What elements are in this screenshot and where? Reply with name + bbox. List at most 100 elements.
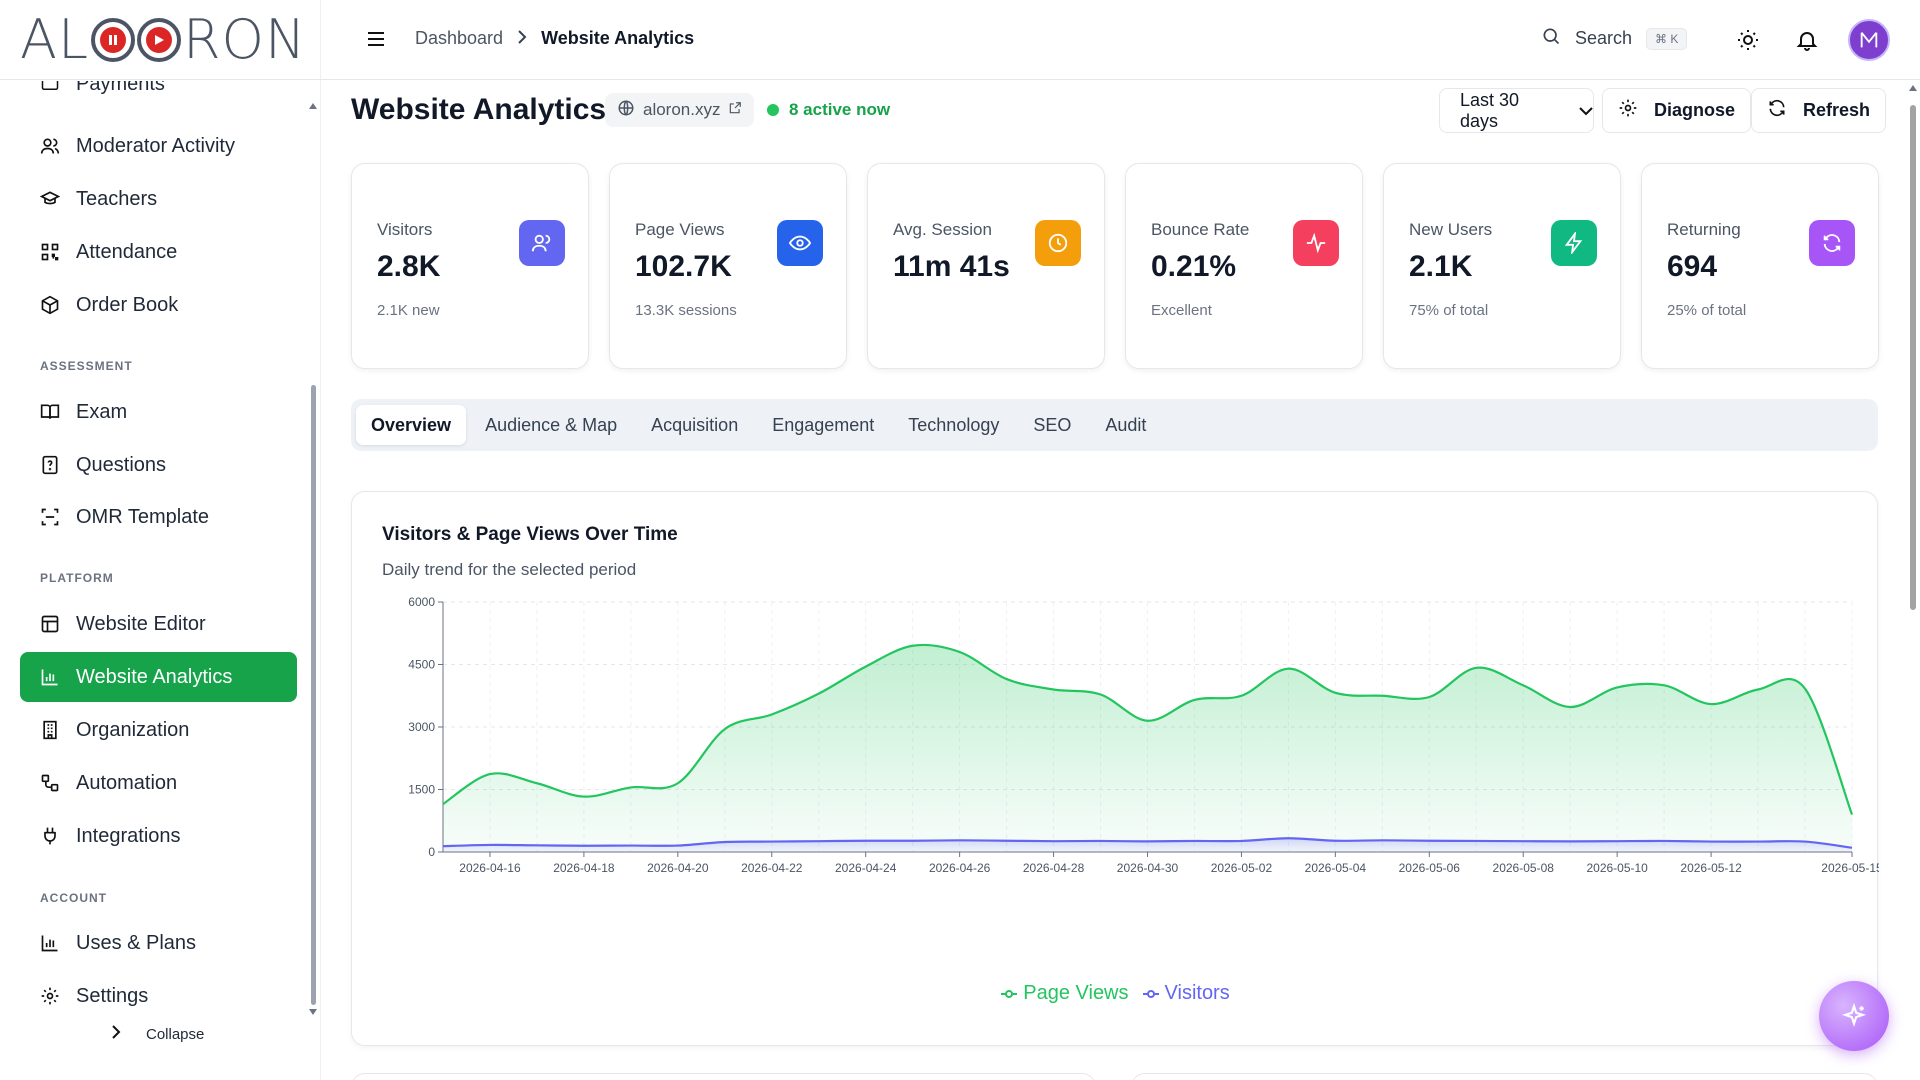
stat-value: 694 (1667, 250, 1718, 283)
domain-link[interactable]: aloron.xyz (605, 93, 755, 127)
sidebar-item-moderator-activity[interactable]: Moderator Activity (20, 121, 297, 171)
breadcrumb-dashboard[interactable]: Dashboard (415, 28, 504, 48)
sidebar-item-website-analytics[interactable]: Website Analytics (20, 652, 297, 702)
menu-icon[interactable] (365, 28, 387, 50)
sidebar-item-payments[interactable]: Payments (20, 81, 297, 109)
clock-icon (1035, 220, 1081, 266)
sidebar-item-label: Teachers (76, 187, 158, 210)
stat-sub: 75% of total (1409, 302, 1489, 319)
tab-overview[interactable]: Overview (356, 405, 467, 445)
bell-icon[interactable] (1795, 28, 1819, 52)
scroll-up-icon[interactable] (308, 102, 318, 110)
search-trigger[interactable]: Search ⌘ K (1541, 26, 1688, 51)
x-tick-label: 2026-05-12 (1680, 861, 1742, 875)
legend-label: Visitors (1164, 982, 1230, 1004)
users-icon (40, 136, 60, 156)
x-tick-label: 2026-04-30 (1117, 861, 1179, 875)
visitors-pageviews-chart[interactable]: 0 1500 3000 4500 6000 2026-04-16 2026-04-18 202… (352, 492, 1879, 972)
collapse-button[interactable]: Collapse (110, 1025, 204, 1043)
x-tick-label: 2026-04-28 (1023, 861, 1085, 875)
stat-card-avg-session: Avg. Session 11m 41s (867, 163, 1105, 369)
sidebar-item-website-editor[interactable]: Website Editor (20, 599, 297, 649)
legend-line-icon (1142, 989, 1159, 998)
stat-value: 2.1K (1409, 250, 1473, 283)
tab-audience-map[interactable]: Audience & Map (485, 414, 618, 435)
page-title: Website Analytics (351, 93, 607, 126)
tab-acquisition[interactable]: Acquisition (651, 414, 739, 435)
qr-code-icon (40, 242, 60, 262)
x-tick-label: 2026-05-04 (1305, 861, 1367, 875)
section-account: ACCOUNT (40, 891, 107, 905)
y-tick-label: 0 (428, 845, 435, 859)
sidebar-item-label: Order Book (76, 293, 179, 316)
sidebar-item-automation[interactable]: Automation (20, 758, 297, 808)
bar-chart-icon (40, 933, 60, 953)
series-line-page-views (442, 643, 1854, 815)
logo-play-icon (91, 17, 136, 62)
stat-sub: 25% of total (1667, 302, 1747, 319)
legend-line-icon (1001, 989, 1018, 998)
tab-audit[interactable]: Audit (1105, 414, 1147, 435)
external-link-icon (728, 100, 742, 120)
sidebar-item-label: OMR Template (76, 505, 210, 528)
topbar: Dashboard Website Analytics Search ⌘ K (321, 0, 1920, 80)
y-tick-label: 1500 (408, 783, 435, 797)
secondary-card-right (1131, 1073, 1878, 1080)
legend-visitors[interactable]: Visitors (1142, 982, 1230, 1005)
logo-area[interactable]: AL RON (0, 0, 321, 80)
x-tick-label: 2026-04-18 (553, 861, 615, 875)
collapse-label: Collapse (146, 1025, 205, 1043)
main-scrollbar[interactable] (1910, 105, 1916, 610)
chart-subtitle: Daily trend for the selected period (382, 560, 637, 579)
sidebar-item-label: Website Editor (76, 612, 206, 635)
sidebar-item-exam[interactable]: Exam (20, 387, 297, 437)
refresh-button[interactable]: Refresh (1751, 88, 1887, 133)
logo: AL RON (20, 8, 306, 71)
building-icon (40, 720, 60, 740)
scroll-down-icon[interactable] (308, 1008, 318, 1016)
scroll-up-icon[interactable] (1908, 84, 1918, 92)
ai-assistant-button[interactable] (1819, 981, 1889, 1051)
sidebar-item-uses-plans[interactable]: Uses & Plans (20, 918, 297, 968)
sidebar-item-label: Payments (76, 81, 165, 95)
stat-label: Returning (1667, 220, 1741, 239)
sidebar-item-questions[interactable]: Questions (20, 440, 297, 490)
sidebar-item-omr-template[interactable]: OMR Template (20, 492, 297, 542)
legend-page-views[interactable]: Page Views (1001, 982, 1129, 1005)
search-label: Search (1575, 28, 1633, 48)
x-tick-label: 2026-04-26 (929, 861, 991, 875)
x-tick-label: 2026-05-08 (1493, 861, 1555, 875)
tab-engagement[interactable]: Engagement (772, 414, 875, 435)
chart-legend: Page Views Visitors (352, 982, 1879, 1005)
diagnose-button[interactable]: Diagnose (1602, 88, 1752, 133)
sidebar-item-settings[interactable]: Settings (20, 971, 297, 1011)
tab-technology[interactable]: Technology (908, 414, 1000, 435)
users-icon (519, 220, 565, 266)
plug-icon (40, 826, 60, 846)
gear-icon (40, 986, 60, 1006)
sidebar-item-attendance[interactable]: Attendance (20, 227, 297, 277)
sun-icon[interactable] (1736, 28, 1760, 52)
sidebar-item-organization[interactable]: Organization (20, 705, 297, 755)
tab-seo[interactable]: SEO (1033, 414, 1072, 435)
scan-icon (40, 507, 60, 527)
x-tick-label: 2026-04-20 (647, 861, 709, 875)
book-open-icon (40, 402, 60, 422)
y-tick-label: 3000 (408, 720, 435, 734)
sidebar-item-order-book[interactable]: Order Book (20, 280, 297, 330)
activity-icon (1293, 220, 1339, 266)
x-tick-label: 2026-04-16 (459, 861, 521, 875)
sidebar-scrollbar[interactable] (311, 385, 316, 1005)
chevron-right-icon (110, 1025, 122, 1043)
stat-value: 0.21% (1151, 250, 1237, 283)
sidebar-item-integrations[interactable]: Integrations (20, 811, 297, 861)
gear-icon (1618, 98, 1638, 123)
user-avatar-icon (1860, 32, 1878, 48)
live-dot-icon (767, 104, 779, 116)
date-range-select[interactable]: Last 30 days (1439, 88, 1594, 133)
avatar[interactable] (1848, 19, 1890, 61)
refresh-icon (1809, 220, 1855, 266)
sidebar-item-teachers[interactable]: Teachers (20, 174, 297, 224)
sidebar-item-label: Integrations (76, 824, 181, 847)
